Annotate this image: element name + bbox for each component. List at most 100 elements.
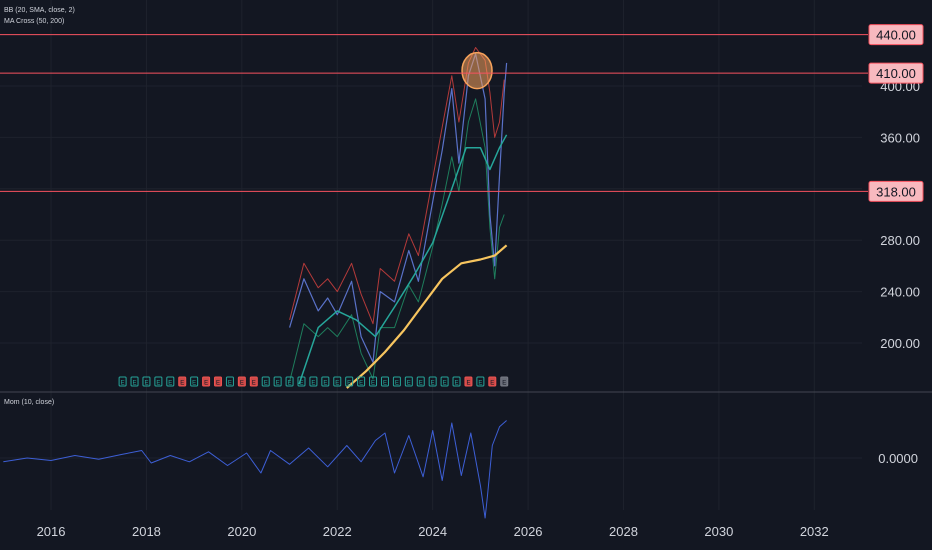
earnings-marker-box[interactable] xyxy=(309,376,318,387)
earnings-marker-box[interactable] xyxy=(273,376,282,387)
earnings-marker[interactable]: E xyxy=(476,376,485,387)
earnings-marker-label: E xyxy=(455,381,459,387)
earnings-marker-box[interactable] xyxy=(464,376,473,387)
earnings-marker[interactable]: E xyxy=(285,376,294,387)
time-tick-label: 2020 xyxy=(227,524,256,539)
legend-momentum[interactable]: Mom (10, close) xyxy=(4,399,54,406)
earnings-marker[interactable]: E xyxy=(130,376,139,387)
earnings-marker-label: E xyxy=(276,381,280,387)
earnings-marker[interactable]: E xyxy=(380,376,389,387)
earnings-marker-box[interactable] xyxy=(333,376,342,387)
earnings-marker[interactable]: E xyxy=(416,376,425,387)
earnings-marker[interactable]: E xyxy=(500,376,509,387)
earnings-marker-box[interactable] xyxy=(249,376,258,387)
earnings-marker[interactable]: E xyxy=(428,376,437,387)
momentum-line[interactable] xyxy=(3,420,507,519)
level-label[interactable]: 440.00 xyxy=(868,24,924,46)
earnings-marker-box[interactable] xyxy=(118,376,127,387)
earnings-marker[interactable]: E xyxy=(190,376,199,387)
earnings-marker-box[interactable] xyxy=(297,376,306,387)
time-axis[interactable]: 2016 2018 2020 2022 2024 2026 2028 2030 2032 xyxy=(37,524,829,539)
earnings-marker-label: E xyxy=(443,381,447,387)
earnings-marker-label: E xyxy=(288,381,292,387)
earnings-marker-box[interactable] xyxy=(225,376,234,387)
earnings-marker-box[interactable] xyxy=(178,376,187,387)
legend-bb[interactable]: BB (20, SMA, close, 2) xyxy=(4,7,75,14)
earnings-marker-label: E xyxy=(156,381,160,387)
earnings-marker[interactable]: E xyxy=(333,376,342,387)
earnings-marker-box[interactable] xyxy=(130,376,139,387)
earnings-marker-box[interactable] xyxy=(369,376,378,387)
earnings-marker-box[interactable] xyxy=(500,376,509,387)
earnings-marker-box[interactable] xyxy=(237,376,246,387)
ma-slow-line[interactable] xyxy=(346,244,508,389)
earnings-marker[interactable]: E xyxy=(392,376,401,387)
earnings-marker[interactable]: E xyxy=(297,376,306,387)
earnings-marker[interactable]: E xyxy=(464,376,473,387)
earnings-marker-box[interactable] xyxy=(488,376,497,387)
earnings-marker[interactable]: E xyxy=(118,376,127,387)
earnings-marker-label: E xyxy=(192,381,196,387)
earnings-marker[interactable]: E xyxy=(249,376,258,387)
earnings-marker-label: E xyxy=(395,381,399,387)
earnings-marker-box[interactable] xyxy=(392,376,401,387)
earnings-marker-box[interactable] xyxy=(476,376,485,387)
earnings-marker[interactable]: E xyxy=(452,376,461,387)
bb-lower-line[interactable] xyxy=(289,98,505,382)
momentum-axis[interactable]: 0.0000 xyxy=(878,451,918,466)
ma-fast-line[interactable] xyxy=(298,134,508,385)
earnings-marker[interactable]: E xyxy=(357,376,366,387)
earnings-marker[interactable]: E xyxy=(321,376,330,387)
earnings-marker[interactable]: E xyxy=(261,376,270,387)
earnings-marker[interactable]: E xyxy=(273,376,282,387)
highlight-circle[interactable] xyxy=(461,51,493,90)
level-label-box[interactable] xyxy=(868,180,924,202)
earnings-marker[interactable]: E xyxy=(202,376,211,387)
earnings-marker-label: E xyxy=(252,381,256,387)
earnings-marker[interactable]: E xyxy=(404,376,413,387)
earnings-marker-box[interactable] xyxy=(214,376,223,387)
earnings-marker[interactable]: E xyxy=(488,376,497,387)
earnings-marker-box[interactable] xyxy=(142,376,151,387)
earnings-marker[interactable]: E xyxy=(345,376,354,387)
level-label[interactable]: 410.00 xyxy=(868,62,924,84)
earnings-marker[interactable]: E xyxy=(309,376,318,387)
earnings-marker-box[interactable] xyxy=(440,376,449,387)
earnings-marker-box[interactable] xyxy=(321,376,330,387)
earnings-marker[interactable]: E xyxy=(166,376,175,387)
level-label[interactable]: 318.00 xyxy=(868,180,924,202)
earnings-marker[interactable]: E xyxy=(214,376,223,387)
earnings-marker-box[interactable] xyxy=(380,376,389,387)
earnings-marker-box[interactable] xyxy=(261,376,270,387)
earnings-marker-box[interactable] xyxy=(190,376,199,387)
earnings-marker-box[interactable] xyxy=(357,376,366,387)
earnings-marker[interactable]: E xyxy=(440,376,449,387)
earnings-marker-box[interactable] xyxy=(285,376,294,387)
earnings-marker[interactable]: E xyxy=(154,376,163,387)
earnings-marker-box[interactable] xyxy=(202,376,211,387)
level-label-box[interactable] xyxy=(868,62,924,84)
horizontal-levels[interactable]: 440.00 410.00 318.00 xyxy=(0,24,924,202)
earnings-marker-box[interactable] xyxy=(154,376,163,387)
earnings-marker[interactable]: E xyxy=(369,376,378,387)
earnings-marker-box[interactable] xyxy=(428,376,437,387)
momentum-pane[interactable] xyxy=(3,420,507,519)
earnings-marker-box[interactable] xyxy=(452,376,461,387)
earnings-marker-box[interactable] xyxy=(416,376,425,387)
earnings-marker[interactable]: E xyxy=(178,376,187,387)
earnings-marker[interactable]: E xyxy=(237,376,246,387)
level-label-text: 440.00 xyxy=(876,28,916,43)
earnings-marker-box[interactable] xyxy=(404,376,413,387)
earnings-marker-box[interactable] xyxy=(345,376,354,387)
level-label-box[interactable] xyxy=(868,24,924,46)
earnings-marker[interactable]: E xyxy=(142,376,151,387)
earnings-marker[interactable]: E xyxy=(225,376,234,387)
earnings-marker-label: E xyxy=(383,381,387,387)
legend-ma-cross[interactable]: MA Cross (50, 200) xyxy=(4,18,64,25)
earnings-marker-box[interactable] xyxy=(166,376,175,387)
main-pane[interactable] xyxy=(289,47,508,389)
price-tick-label: 280.00 xyxy=(880,233,920,248)
